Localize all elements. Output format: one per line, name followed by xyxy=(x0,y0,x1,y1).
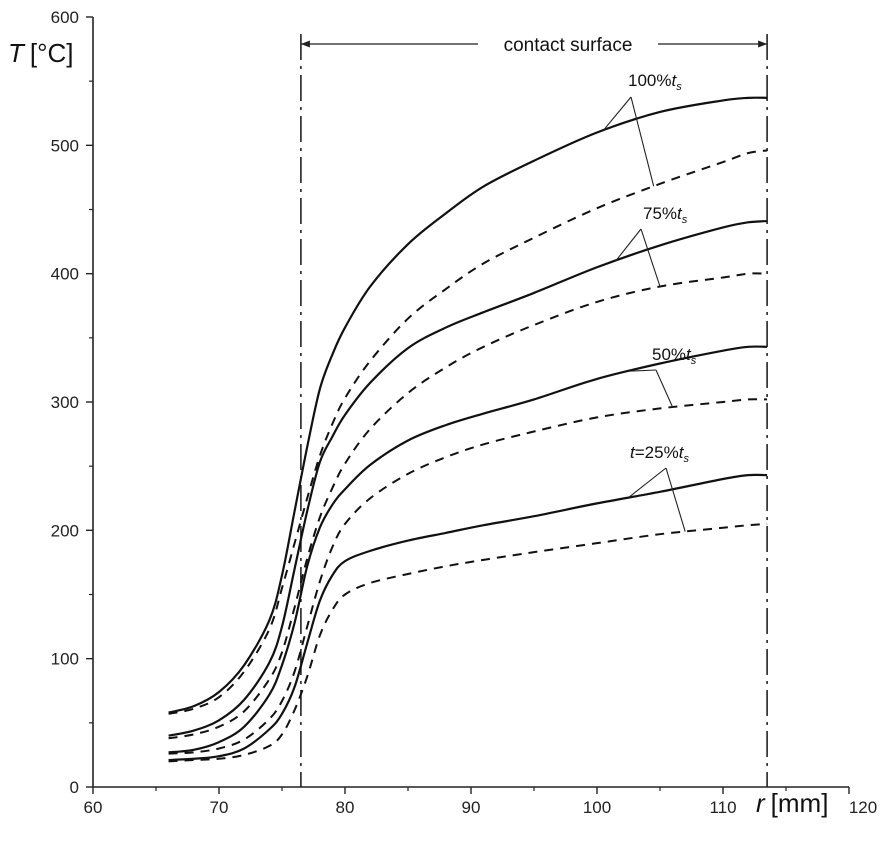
time-label-25: t=25%ts xyxy=(630,443,689,465)
time-symbol: t xyxy=(630,443,636,462)
x-tick-label: 100 xyxy=(583,798,611,817)
pointer-to-dashed xyxy=(630,96,655,187)
pointer-to-dashed xyxy=(665,467,686,532)
series-line-solid-4 xyxy=(168,345,768,754)
series-line-dashed-5 xyxy=(168,398,768,755)
series-pointer-lines xyxy=(602,96,686,532)
y-axis-symbol: T xyxy=(8,38,26,68)
y-tick-label: 500 xyxy=(51,136,79,155)
pointer-to-solid xyxy=(628,369,657,372)
time-label-value: 50% xyxy=(652,345,686,364)
time-label-75: 75%ts xyxy=(643,204,688,226)
y-tick-label: 600 xyxy=(51,8,79,27)
pointer-to-solid xyxy=(628,467,667,499)
time-subscript: s xyxy=(676,81,682,93)
x-tick-label: 70 xyxy=(210,798,229,817)
x-axis-title: r [mm] xyxy=(756,788,828,818)
time-label-value: 25% xyxy=(645,443,679,462)
series-line-solid-0 xyxy=(168,96,768,714)
time-subscript: s xyxy=(691,355,697,367)
y-tick-label: 400 xyxy=(51,265,79,284)
y-tick-label: 200 xyxy=(51,521,79,540)
time-subscript: s xyxy=(683,453,689,465)
time-symbol: t xyxy=(671,71,677,90)
time-label-prefix: = xyxy=(635,443,645,462)
series-line-dashed-7 xyxy=(168,522,768,763)
contact-surface-label: contact surface xyxy=(504,35,633,56)
time-label-value: 75% xyxy=(643,204,677,223)
y-axis-title: T [°C] xyxy=(8,38,74,68)
series-line-dashed-1 xyxy=(168,149,768,715)
time-label-100: 100%ts xyxy=(628,71,682,93)
x-tick-label: 80 xyxy=(336,798,355,817)
x-axis-symbol: r xyxy=(756,788,766,818)
dimension-arrow-left xyxy=(300,40,310,48)
pointer-to-dashed xyxy=(640,228,661,287)
dimension-arrow-right xyxy=(758,40,768,48)
x-tick-label: 120 xyxy=(849,798,877,817)
time-symbol: t xyxy=(677,204,683,223)
pointer-to-dashed xyxy=(655,369,674,408)
x-tick-label: 110 xyxy=(709,798,736,817)
contact-surface-boundaries xyxy=(300,34,768,787)
y-tick-label: 100 xyxy=(51,650,79,669)
x-tick-label: 90 xyxy=(462,798,481,817)
time-subscript: s xyxy=(682,214,688,226)
pointer-to-solid xyxy=(615,228,642,262)
y-tick-label: 300 xyxy=(51,393,79,412)
series-line-solid-2 xyxy=(168,219,768,737)
time-symbol: t xyxy=(686,345,692,364)
axes: 60 70 80 90 100 110 120 0 100 200 300 400 500 600 xyxy=(51,8,878,817)
time-label-value: 100% xyxy=(628,71,671,90)
series-line-solid-6 xyxy=(168,473,768,762)
y-axis-unit: [°C] xyxy=(30,38,74,68)
x-tick-label: 60 xyxy=(84,798,103,817)
y-tick-label: 0 xyxy=(70,778,79,797)
temperature-curves xyxy=(168,96,768,763)
time-symbol: t xyxy=(679,443,685,462)
time-label-50: 50%ts xyxy=(652,345,697,367)
pointer-to-solid xyxy=(602,96,632,131)
x-axis-unit: [mm] xyxy=(771,788,829,818)
